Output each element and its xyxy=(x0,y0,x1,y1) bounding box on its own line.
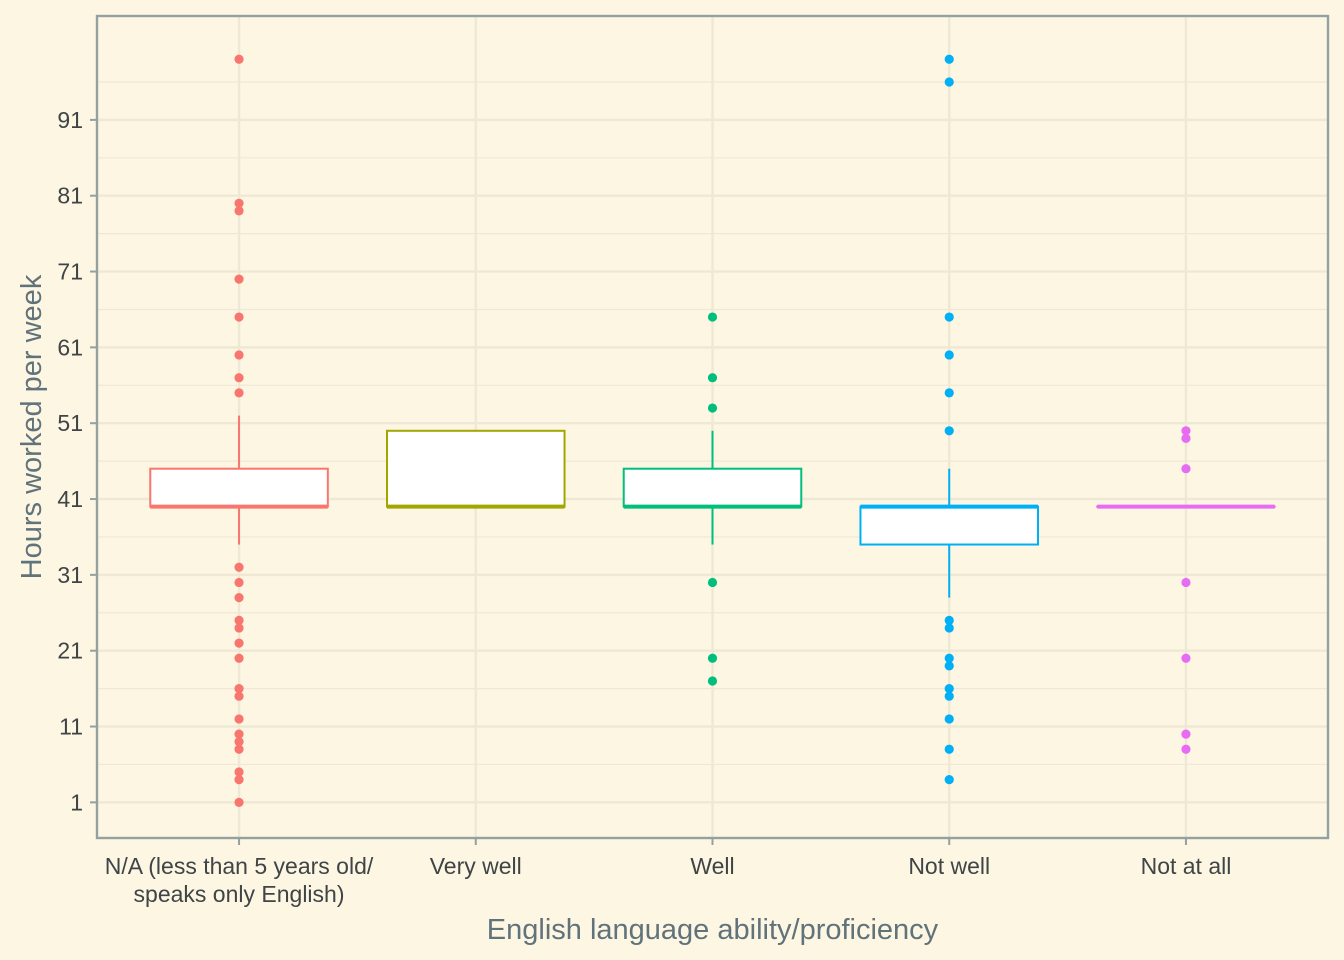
y-tick-label: 91 xyxy=(57,107,83,133)
y-axis-title: Hours worked per week xyxy=(16,274,48,579)
outlier-point xyxy=(944,653,954,663)
outlier-point xyxy=(707,403,718,413)
outlier-point xyxy=(234,562,244,572)
outlier-point xyxy=(1181,577,1191,588)
x-tick-label-line: Not at all xyxy=(1141,853,1232,879)
box-group xyxy=(859,54,1040,785)
y-tick-label: 61 xyxy=(57,334,83,360)
boxes-layer xyxy=(149,54,1276,807)
box-group xyxy=(1096,426,1276,754)
outlier-point xyxy=(234,737,244,747)
box xyxy=(149,467,329,508)
box-group xyxy=(385,429,566,509)
y-tick-label: 21 xyxy=(57,638,83,664)
outlier-point xyxy=(234,206,244,216)
outlier-point xyxy=(1181,433,1191,443)
x-tick-label-line: Not well xyxy=(908,853,990,879)
axes-layer xyxy=(90,14,1330,845)
y-tick-label: 1 xyxy=(70,789,83,815)
outlier-point xyxy=(234,653,244,663)
outlier-point xyxy=(234,373,244,383)
x-tick-label: Not well xyxy=(908,853,990,879)
outlier-point xyxy=(1181,426,1191,436)
x-tick-label-line: N/A (less than 5 years old/ xyxy=(105,853,374,879)
outlier-point xyxy=(707,676,718,686)
outlier-point xyxy=(707,373,718,383)
outlier-point xyxy=(707,577,718,588)
outlier-point xyxy=(944,714,954,724)
outlier-point xyxy=(234,623,244,633)
y-tick-label: 41 xyxy=(57,486,83,512)
x-axis-title: English language ability/proficiency xyxy=(487,914,939,946)
y-tick-label: 11 xyxy=(59,714,83,740)
outlier-point xyxy=(944,744,954,754)
x-tick-label-line: Very well xyxy=(430,853,522,879)
outlier-point xyxy=(944,426,954,436)
x-tick-labels: N/A (less than 5 years old/speaks only E… xyxy=(105,853,1232,907)
outlier-point xyxy=(944,54,954,64)
outlier-point xyxy=(234,312,244,322)
box-group xyxy=(149,54,329,807)
outlier-point xyxy=(234,638,244,648)
x-tick-label-line: speaks only English) xyxy=(134,881,345,907)
outlier-point xyxy=(944,623,954,633)
y-tick-label: 71 xyxy=(57,259,83,285)
outlier-point xyxy=(1181,744,1191,754)
outlier-point xyxy=(1181,729,1191,739)
outlier-point xyxy=(1181,653,1191,663)
outlier-point xyxy=(234,797,244,807)
outlier-point xyxy=(944,350,954,360)
x-tick-label: N/A (less than 5 years old/speaks only E… xyxy=(105,853,374,907)
outlier-point xyxy=(944,691,954,701)
outlier-point xyxy=(944,775,954,785)
outlier-point xyxy=(234,577,244,588)
x-tick-label-line: Well xyxy=(690,853,734,879)
outlier-point xyxy=(707,312,718,322)
outlier-point xyxy=(944,312,954,322)
outlier-point xyxy=(234,198,244,208)
outlier-point xyxy=(1181,464,1191,474)
box xyxy=(859,505,1040,546)
box xyxy=(622,467,803,508)
y-tick-label: 51 xyxy=(57,410,83,436)
outlier-point xyxy=(234,729,244,739)
outlier-point xyxy=(234,593,244,603)
x-tick-label: Very well xyxy=(430,853,522,879)
outlier-point xyxy=(234,54,244,64)
y-tick-label: 81 xyxy=(57,183,83,209)
outlier-point xyxy=(944,661,954,671)
outlier-point xyxy=(234,615,244,625)
outlier-point xyxy=(234,350,244,360)
outlier-point xyxy=(944,77,954,87)
outlier-point xyxy=(234,714,244,724)
outlier-point xyxy=(944,388,954,398)
outlier-point xyxy=(234,775,244,785)
y-tick-label: 31 xyxy=(57,562,83,588)
outlier-point xyxy=(944,684,954,694)
outlier-point xyxy=(234,691,244,701)
outlier-point xyxy=(234,744,244,754)
outlier-point xyxy=(234,767,244,777)
outlier-point xyxy=(234,274,244,284)
outlier-point xyxy=(234,684,244,694)
outlier-point xyxy=(944,615,954,625)
outlier-point xyxy=(707,653,718,663)
box-group xyxy=(622,312,803,686)
x-tick-label: Not at all xyxy=(1141,853,1232,879)
box xyxy=(385,429,566,508)
x-tick-label: Well xyxy=(690,853,734,879)
outlier-point xyxy=(234,388,244,398)
